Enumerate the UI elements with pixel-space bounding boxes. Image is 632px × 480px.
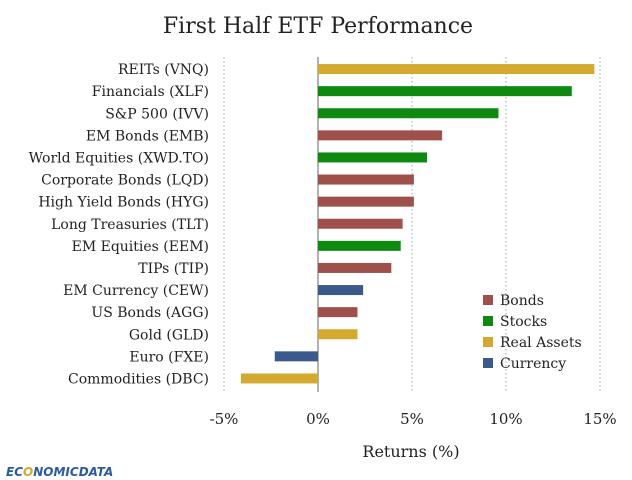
bar-3 — [318, 130, 443, 141]
legend-label-2: Real Assets — [500, 335, 582, 351]
category-label-14: Commodities (DBC) — [68, 371, 209, 387]
bar-4 — [318, 152, 428, 163]
category-label-8: EM Equities (EEM) — [72, 239, 209, 255]
x-tick-0: -5% — [210, 410, 239, 428]
bar-7 — [318, 218, 403, 229]
x-tick-labels: -5% 0% 5% 10% 15% — [210, 410, 617, 428]
category-label-0: REITs (VNQ) — [118, 62, 209, 78]
logo-part-1: EC — [6, 465, 23, 479]
bars-group — [240, 64, 595, 384]
chart-title: First Half ETF Performance — [163, 14, 473, 39]
bar-6 — [318, 196, 414, 207]
x-tick-3: 10% — [489, 410, 522, 428]
category-label-4: World Equities (XWD.TO) — [29, 150, 209, 166]
bar-0 — [318, 64, 595, 75]
bar-12 — [318, 329, 358, 340]
x-tick-1: 0% — [306, 410, 330, 428]
legend-swatch-1 — [483, 316, 493, 326]
x-axis-label: Returns (%) — [362, 442, 459, 461]
bar-13 — [274, 351, 318, 362]
category-label-1: Financials (XLF) — [92, 84, 209, 100]
x-tick-2: 5% — [400, 410, 424, 428]
bar-8 — [318, 240, 401, 251]
logo-part-2: O — [23, 465, 33, 479]
legend-label-0: Bonds — [500, 293, 544, 309]
bar-10 — [318, 285, 364, 296]
x-tick-4: 15% — [583, 410, 616, 428]
logo-part-3: NOMIC — [33, 465, 79, 479]
bar-5 — [318, 174, 414, 185]
legend-swatch-3 — [483, 358, 493, 368]
category-label-6: High Yield Bonds (HYG) — [38, 195, 209, 211]
economicdata-logo: ECONOMICDATA — [6, 465, 113, 479]
legend-swatch-0 — [483, 295, 493, 305]
bar-14 — [240, 373, 318, 384]
category-label-5: Corporate Bonds (LQD) — [41, 173, 209, 189]
bar-2 — [318, 108, 499, 119]
category-label-3: EM Bonds (EMB) — [86, 128, 209, 144]
category-label-13: Euro (FXE) — [129, 349, 209, 365]
legend-label-3: Currency — [500, 356, 566, 372]
category-labels: REITs (VNQ) Financials (XLF) S&P 500 (IVV)… — [29, 62, 209, 387]
category-label-9: TIPs (TIP) — [138, 261, 209, 277]
bar-11 — [318, 307, 358, 318]
logo-part-4: DATA — [79, 465, 114, 479]
category-label-12: Gold (GLD) — [129, 327, 209, 343]
category-label-7: Long Treasuries (TLT) — [51, 217, 209, 233]
legend: Bonds Stocks Real Assets Currency — [483, 293, 582, 372]
legend-label-1: Stocks — [500, 314, 547, 330]
svg-text:ECONOMICDATA: ECONOMICDATA — [6, 465, 113, 479]
category-label-2: S&P 500 (IVV) — [105, 106, 209, 122]
bar-1 — [318, 86, 572, 97]
category-label-10: EM Currency (CEW) — [63, 283, 209, 299]
category-label-11: US Bonds (AGG) — [91, 305, 209, 321]
bar-9 — [318, 262, 392, 273]
legend-swatch-2 — [483, 337, 493, 347]
